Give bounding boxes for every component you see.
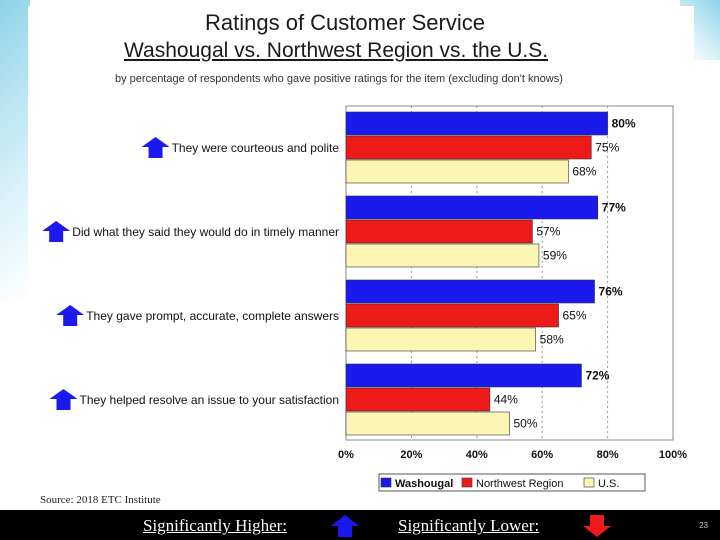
footer-bar: Significantly Higher: Significantly Lowe… [0,510,720,540]
legend-swatch [461,477,473,488]
x-tick-label: 20% [400,449,422,461]
legend-box [378,473,646,492]
page-number: 23 [699,521,708,530]
bar-u-s- [345,243,540,268]
data-label: 77% [602,201,626,215]
data-label: 80% [612,117,636,131]
x-tick-label: 60% [531,449,553,461]
down-arrow-icon [583,515,611,537]
up-arrow-icon [42,221,71,242]
data-label: 44% [494,393,518,407]
legend-label: Northwest Region [476,478,563,490]
significantly-higher-label: Significantly Higher: [143,516,288,535]
x-tick-label: 40% [466,449,488,461]
category-label: Did what they said they would do in time… [72,225,339,239]
chart-note: by percentage of respondents who gave po… [115,73,563,85]
data-label: 75% [595,141,619,155]
bar-u-s- [345,327,536,352]
chart-title: Ratings of Customer Service [205,10,485,35]
category-label: They helped resolve an issue to your sat… [80,393,339,407]
legend-label: Washougal [395,478,453,490]
chart-subtitle: Washougal vs. Northwest Region vs. the U… [124,39,549,62]
up-arrow-icon [56,305,85,326]
bar-washougal [345,279,595,304]
up-arrow-icon [331,515,359,537]
x-tick-label: 80% [597,449,619,461]
bar-northwest-region [345,303,559,328]
bar-northwest-region [345,219,533,244]
data-label: 50% [514,417,538,431]
bar-u-s- [345,411,510,436]
data-label: 58% [540,333,564,347]
category-label: They were courteous and polite [172,141,340,155]
data-label: 76% [599,285,623,299]
bar-washougal [345,195,599,220]
bar-northwest-region [345,135,592,160]
data-label: 72% [585,369,609,383]
bar-northwest-region [345,387,491,412]
up-arrow-icon [49,389,78,410]
legend-label: U.S. [598,478,619,490]
x-tick-label: 100% [659,449,687,461]
legend-swatch [380,477,392,488]
up-arrow-icon [141,137,170,158]
decorative-corner-left [0,0,30,300]
significantly-lower-label: Significantly Lower: [398,516,540,535]
legend-swatch [583,477,595,488]
data-label: 59% [543,249,567,263]
bar-washougal [345,111,608,136]
source-note: Source: 2018 ETC Institute [40,494,161,506]
data-label: 68% [572,165,596,179]
x-tick-label: 0% [338,449,354,461]
bar-chart: 0% 20% 40% 60% 80% 100% 80% 75% 68% They were cou… [42,105,687,492]
data-label: 57% [536,225,560,239]
bar-u-s- [345,159,569,184]
data-label: 65% [563,309,587,323]
category-label: They gave prompt, accurate, complete ans… [86,309,339,323]
bar-washougal [345,363,582,388]
